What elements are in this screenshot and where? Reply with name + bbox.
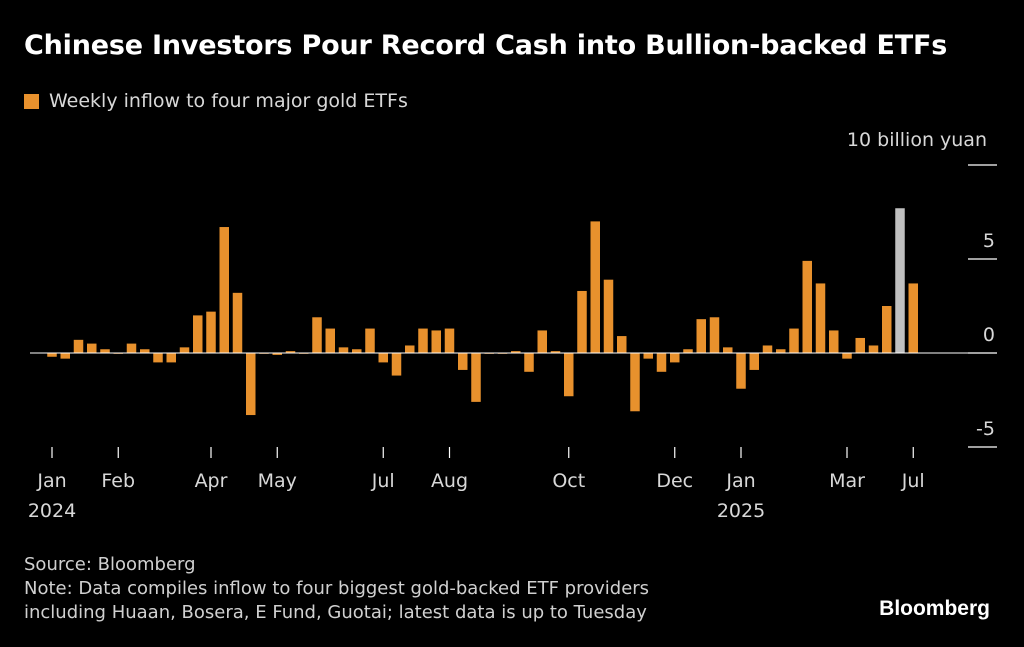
bar [285, 351, 296, 353]
bar [391, 353, 402, 376]
bar [908, 283, 918, 353]
bar [511, 351, 521, 353]
source-text: Source: Bloomberg [24, 554, 196, 575]
bar [352, 349, 362, 353]
bar [603, 279, 614, 353]
bar [458, 353, 468, 370]
bar [246, 353, 256, 416]
bar [325, 328, 335, 353]
bar [100, 349, 110, 353]
bar [709, 317, 720, 353]
bar [723, 347, 733, 353]
bar [696, 319, 706, 353]
y-tick-label: 5 [983, 230, 995, 252]
x-tick-label: Jan [725, 470, 755, 492]
bar [882, 306, 892, 353]
bar [524, 353, 534, 372]
bar [868, 345, 879, 353]
bar [643, 353, 653, 359]
bar [749, 353, 759, 370]
x-tick-label: Jul [901, 470, 925, 492]
bar [683, 349, 693, 353]
bar [444, 328, 455, 353]
bloomberg-logo: Bloomberg [879, 597, 990, 620]
bar [617, 336, 627, 353]
bar [431, 330, 441, 353]
footnote: Source: Bloomberg Note: Data compiles in… [24, 553, 649, 625]
bar [815, 283, 826, 353]
bar [418, 328, 428, 353]
bar [564, 353, 574, 397]
x-tick-label: Apr [195, 470, 228, 492]
bar [47, 353, 57, 357]
unit-label: 10 billion yuan [847, 129, 987, 151]
bar [73, 339, 84, 353]
bar [206, 311, 216, 353]
x-tick-year-label: 2024 [28, 500, 76, 522]
x-tick-label: May [258, 470, 297, 492]
bar [802, 260, 812, 353]
note-line-1: Note: Data compiles inflow to four bigge… [24, 578, 650, 599]
bar [670, 353, 680, 363]
bar [762, 345, 773, 353]
bar [312, 317, 322, 353]
x-tick-label: Feb [101, 470, 135, 492]
x-tick-label: Mar [829, 470, 865, 492]
bar [789, 328, 799, 353]
x-tick-label: Aug [431, 470, 468, 492]
x-tick-label: Jul [371, 470, 395, 492]
bar [471, 353, 481, 402]
y-tick-label: 0 [983, 324, 995, 346]
bar [60, 353, 70, 359]
x-tick-label: Dec [656, 470, 693, 492]
legend: Weekly inflow to four major gold ETFs [24, 90, 408, 112]
bar [219, 227, 229, 353]
bar [829, 330, 839, 353]
x-tick-label: Oct [552, 470, 585, 492]
legend-label: Weekly inflow to four major gold ETFs [49, 90, 408, 112]
x-tick-year-label: 2025 [717, 500, 765, 522]
bar [87, 343, 97, 353]
bar [153, 353, 163, 363]
bar [179, 347, 190, 353]
bar [550, 351, 561, 353]
y-tick-label: -5 [976, 418, 995, 440]
bar [630, 353, 640, 412]
bar [193, 315, 203, 353]
chart-title: Chinese Investors Pour Record Cash into … [24, 30, 948, 61]
bar [590, 221, 600, 353]
bar [842, 353, 852, 359]
bar [338, 347, 349, 353]
bar [140, 349, 150, 353]
x-tick-label: Jan [36, 470, 66, 492]
bar [166, 353, 176, 363]
bar [378, 353, 388, 363]
bar [776, 349, 786, 353]
bar [272, 353, 282, 355]
bar [656, 353, 667, 372]
bar [577, 290, 587, 353]
legend-swatch [24, 93, 39, 109]
bar [232, 292, 243, 353]
bar [855, 337, 865, 353]
bar [736, 353, 746, 389]
bar [405, 345, 415, 353]
bar-latest [895, 208, 905, 353]
bar [126, 343, 137, 353]
note-line-2: including Huaan, Bosera, E Fund, Guotai;… [24, 602, 647, 623]
bar [537, 330, 547, 353]
bar [365, 328, 375, 353]
chart: 10 billion yuan 5 0 -5 Jan 2024 Feb Apr May Jul Au… [28, 129, 997, 522]
